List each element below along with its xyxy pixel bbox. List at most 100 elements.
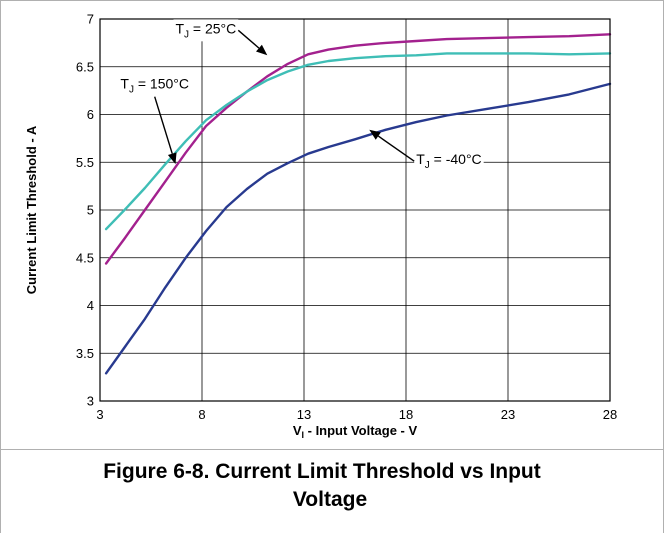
data-point-40-c-2 [144,318,146,320]
data-point-40-c-12 [354,138,356,140]
data-point-150-c-18 [568,53,570,55]
annotation-label-25-c: TJ = 25°C [175,20,236,40]
data-point-25-c-2 [144,209,146,211]
x-axis-title-rest: - Input Voltage - V [304,423,417,438]
data-point-25-c-9 [287,63,289,65]
data-point-150-c-9 [287,71,289,73]
data-point-150-c-1 [123,209,125,211]
data-point-150-c-3 [164,163,166,165]
x-tick-label-18: 18 [399,407,413,422]
x-axis-title-prefix: V [293,423,302,438]
annotation-prefix: T [120,76,129,92]
annotation-arrow-line [237,29,260,49]
x-tick-label-8: 8 [198,407,205,422]
annotation-prefix: T [175,20,184,36]
data-point-150-c-10 [307,64,309,66]
data-point-150-c-12 [354,57,356,59]
annotations: TJ = 25°CTJ = 150°CTJ = -40°C [118,19,484,173]
y-tick-label-6: 6 [87,107,94,122]
data-point-150-c-17 [527,52,529,54]
figure-caption-line2: Voltage [293,488,367,511]
data-point-25-c-0 [105,262,107,264]
data-point-25-c-8 [266,75,268,77]
data-point-150-c-7 [246,91,248,93]
data-point-25-c-14 [415,40,417,42]
x-tick-labels: 3 8 13 18 23 28 [96,407,617,422]
y-tick-label-6-5: 6.5 [76,59,94,74]
data-point-25-c-6 [225,107,227,109]
data-point-25-c-10 [307,53,309,55]
y-tick-labels: 3 3.5 4 4.5 5 5.5 6 6.5 7 [76,12,94,409]
plot-area-border [99,18,611,402]
x-tick-label-28: 28 [603,407,617,422]
data-point-40-c-17 [527,101,529,103]
annotation-prefix: T [416,151,425,167]
annotation-subscript: J [129,85,134,96]
data-point-150-c-13 [385,55,387,57]
data-point-25-c-13 [385,42,387,44]
data-point-25-c-15 [446,38,448,40]
data-point-150-c-4 [185,140,187,142]
data-point-25-c-17 [527,36,529,38]
annotation-label-150-c: TJ = 150°C [120,76,189,96]
data-point-150-c-16 [487,52,489,54]
data-point-150-c-2 [144,187,146,189]
y-tick-label-3: 3 [87,394,94,409]
y-tick-label-5-5: 5.5 [76,155,94,170]
data-point-40-c-18 [568,93,570,95]
annotation-subscript: J [184,29,189,40]
data-point-150-c-6 [225,104,227,106]
data-point-25-c-16 [487,37,489,39]
series-line-150-c [104,52,612,231]
annotation-background [173,19,239,42]
annotation-40-c: TJ = -40°C [369,129,484,173]
data-point-25-c-18 [568,35,570,37]
annotation-text: = 25°C [189,20,236,36]
data-point-25-c-11 [327,49,329,51]
series-25-c [104,33,612,265]
annotation-25-c: TJ = 25°C [173,19,268,56]
data-point-40-c-4 [185,257,187,259]
annotation-150-c: TJ = 150°C [118,74,191,165]
data-point-40-c-13 [385,129,387,131]
y-axis-title: Current Limit Threshold - A [24,125,39,294]
data-point-25-c-12 [354,45,356,47]
data-point-40-c-9 [287,162,289,164]
line-chart: 3 8 13 18 23 28 33.544.555.566.57 TJ = 25°CTJ… [24,12,617,441]
data-point-150-c-5 [205,119,207,121]
data-point-40-c-10 [307,153,309,155]
annotation-label-40-c: TJ = -40°C [416,151,481,171]
data-point-25-c-5 [205,125,207,127]
x-axis-title: VI - Input Voltage - V [293,423,418,440]
series-line-25-c [104,33,612,265]
data-point-25-c-4 [185,152,187,154]
x-tick-label-3: 3 [96,407,103,422]
data-point-40-c-6 [225,206,227,208]
data-point-40-c-8 [266,173,268,175]
annotation-arrow-head [369,129,381,140]
series-150-c [104,52,612,231]
y-tick-label-7: 7 [87,12,94,27]
data-point-150-c-0 [105,228,107,230]
data-point-25-c-3 [164,180,166,182]
annotation-text: = -40°C [430,151,482,167]
data-point-40-c-5 [205,230,207,232]
series-layer [104,33,612,375]
data-point-40-c-0 [105,372,107,374]
data-point-40-c-15 [446,114,448,116]
data-point-150-c-14 [415,54,417,56]
series-40-c [104,82,612,375]
data-point-25-c-1 [123,238,125,240]
data-point-40-c-1 [123,347,125,349]
data-point-150-c-15 [446,52,448,54]
annotation-background [118,74,191,97]
data-point-150-c-8 [266,79,268,81]
x-tick-label-23: 23 [501,407,515,422]
y-tick-label-4-5: 4.5 [76,250,94,265]
x-tick-label-13: 13 [297,407,311,422]
series-line-40-c [104,82,612,375]
annotation-background [414,150,484,173]
figure-caption-line1: Figure 6-8. Current Limit Threshold vs I… [103,460,541,483]
data-point-40-c-11 [327,146,329,148]
data-point-40-c-7 [246,188,248,190]
